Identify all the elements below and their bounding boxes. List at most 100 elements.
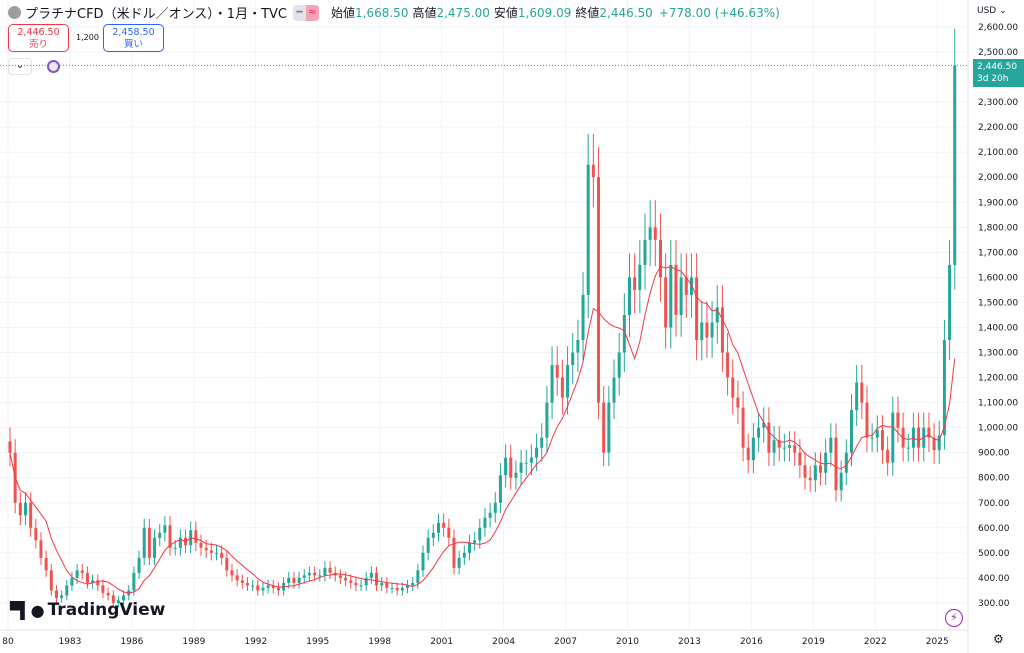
candle-body xyxy=(808,477,812,481)
countdown: 3d 20h xyxy=(977,74,1009,84)
low-label: 安値 xyxy=(493,6,518,20)
candle-body xyxy=(292,577,296,583)
candle-body xyxy=(493,502,497,513)
candle-body xyxy=(891,412,895,463)
x-tick-label: 80 xyxy=(2,637,14,647)
y-tick-label: 400.00 xyxy=(978,574,1010,584)
candle-body xyxy=(153,537,157,558)
candle-body xyxy=(416,570,420,583)
candle-body xyxy=(488,512,492,518)
x-tick-label: 2001 xyxy=(430,637,453,647)
sell-button[interactable]: 2,446.50 売り xyxy=(8,24,69,52)
y-tick-label: 1,300.00 xyxy=(978,349,1018,359)
y-tick-label: 1,200.00 xyxy=(978,374,1018,384)
candle-body xyxy=(462,552,466,558)
x-tick-label: 1989 xyxy=(182,637,205,647)
candle-body xyxy=(953,65,957,265)
candle-body xyxy=(70,577,74,586)
candle-body xyxy=(354,582,358,586)
symbol-header: プラチナCFD（米ドル／オンス）・1月・TVC ━ ≈ 始値 1,668.50 高値… xyxy=(8,3,780,22)
candle-body xyxy=(457,557,461,568)
candle-body xyxy=(297,577,301,583)
candle-body xyxy=(653,227,657,240)
candle-body xyxy=(540,437,544,448)
logo-text: TradingView xyxy=(47,600,166,620)
candle-body xyxy=(844,452,848,473)
candle-body xyxy=(514,472,518,478)
candle-body xyxy=(34,527,38,541)
candle-body xyxy=(911,427,915,448)
candle-body xyxy=(782,447,786,449)
sync-icon[interactable] xyxy=(47,60,60,73)
candle-body xyxy=(803,465,807,478)
buy-label: 買い xyxy=(123,39,143,50)
x-tick-label: 2022 xyxy=(864,637,887,647)
candle-body xyxy=(648,227,652,240)
candle-body xyxy=(849,410,853,453)
candle-body xyxy=(307,572,311,576)
candle-body xyxy=(483,517,487,528)
candle-body xyxy=(442,522,446,528)
candle-body xyxy=(855,382,859,411)
candle-body xyxy=(96,580,100,586)
minus-icon[interactable]: ━ xyxy=(293,4,306,21)
candle-body xyxy=(751,437,755,461)
high-value: 2,475.00 xyxy=(436,5,490,20)
candle-body xyxy=(44,557,48,571)
candle-body xyxy=(581,294,585,340)
y-tick-label: 2,600.00 xyxy=(978,23,1018,33)
candle-body xyxy=(390,587,394,589)
candle-body xyxy=(436,522,440,533)
candle-body xyxy=(591,164,595,178)
close-value: 2,446.50 xyxy=(599,5,653,20)
candle-body xyxy=(819,465,823,473)
candle-body xyxy=(628,277,631,315)
candle-body xyxy=(880,430,884,451)
x-tick-label: 2007 xyxy=(554,637,577,647)
indicator-toggle[interactable]: ━ ≈ xyxy=(293,4,319,21)
x-tick-label: 1986 xyxy=(120,637,143,647)
approx-icon[interactable]: ≈ xyxy=(306,4,319,21)
candle-body xyxy=(927,427,931,438)
candle-body xyxy=(240,580,244,583)
candle-body xyxy=(566,365,570,398)
price-axis xyxy=(968,0,1024,653)
candle-body xyxy=(168,525,172,548)
settings-gear-icon[interactable]: ⚙ xyxy=(993,632,1004,646)
x-tick-label: 2019 xyxy=(802,637,825,647)
candle-body xyxy=(364,577,368,586)
candle-body xyxy=(173,547,177,549)
candle-body xyxy=(772,440,776,453)
currency-selector[interactable]: USD ⌄ xyxy=(977,6,1007,16)
candle-body xyxy=(447,527,451,538)
high-label: 高値 xyxy=(412,6,437,20)
candle-body xyxy=(421,552,425,571)
candle-body xyxy=(658,239,662,278)
candle-body xyxy=(375,572,379,586)
sell-label: 売り xyxy=(28,39,48,50)
candle-body xyxy=(705,322,709,338)
symbol-title[interactable]: プラチナCFD（米ドル／オンス）・1月・TVC xyxy=(25,7,287,22)
close-label: 終値 xyxy=(575,6,600,20)
x-tick-label: 2004 xyxy=(492,637,515,647)
x-tick-label: 1983 xyxy=(58,637,81,647)
collapse-button[interactable]: ⌄ xyxy=(8,58,32,75)
candle-body xyxy=(395,587,399,591)
candle-body xyxy=(870,437,874,439)
candle-body xyxy=(813,465,817,481)
candle-body xyxy=(798,452,802,466)
candle-body xyxy=(204,547,208,551)
candle-body xyxy=(230,570,234,576)
candle-body xyxy=(886,450,890,463)
tradingview-logo[interactable]: ▀▍● TradingView xyxy=(10,600,165,620)
lightning-icon[interactable]: ⚡ xyxy=(945,609,963,627)
candle-body xyxy=(8,441,12,453)
sell-price: 2,446.50 xyxy=(17,27,60,38)
buy-button[interactable]: 2,458.50 買い xyxy=(103,24,164,52)
candle-body xyxy=(106,592,110,596)
candle-body xyxy=(39,540,43,558)
candle-body xyxy=(18,502,22,516)
candle-body xyxy=(684,277,688,295)
candle-body xyxy=(597,177,601,403)
